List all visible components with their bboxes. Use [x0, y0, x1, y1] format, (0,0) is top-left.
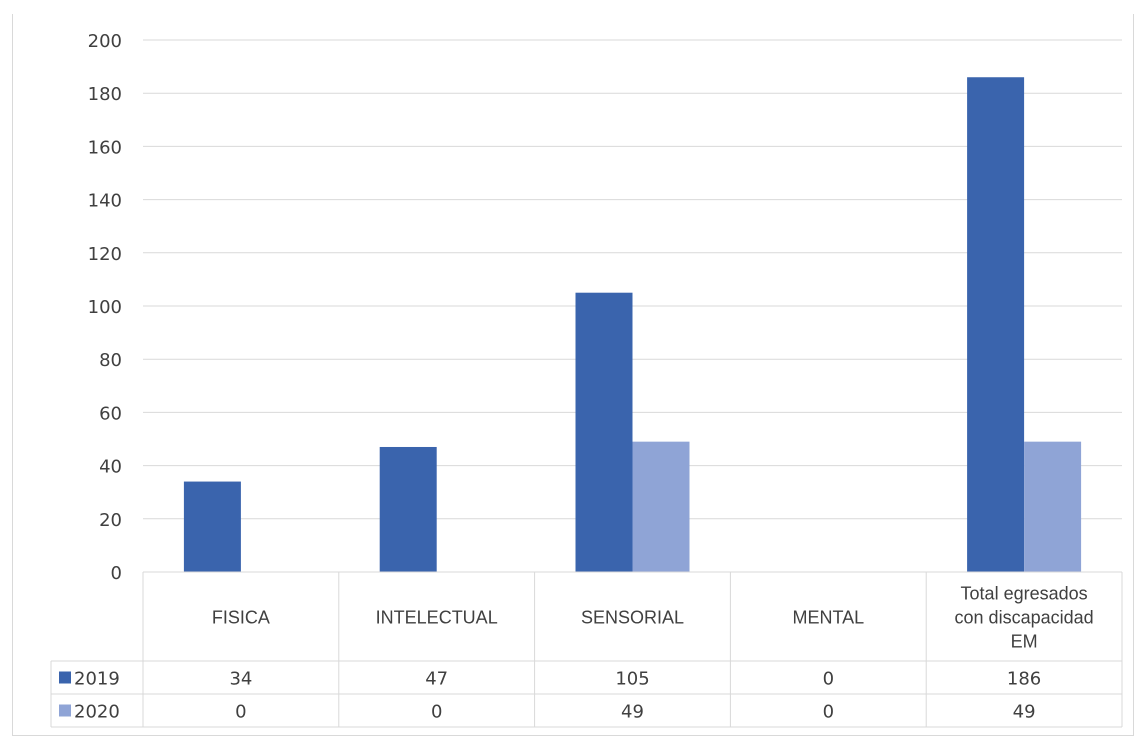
y-tick-label: 200 — [88, 31, 122, 52]
bar-2019-5 — [967, 77, 1025, 573]
data-table: FISICA INTELECTUAL SENSORIAL MENTAL Total eg… — [50, 571, 1123, 728]
y-tick-label: 80 — [99, 350, 122, 371]
category-label: INTELECTUAL — [376, 608, 498, 628]
table-cell-2019: 186 — [1007, 669, 1041, 690]
table-cell-2020: 0 — [431, 702, 442, 723]
y-tick-label: 20 — [99, 510, 122, 531]
table-cell-2019: 0 — [823, 669, 834, 690]
y-tick-label: 160 — [88, 137, 122, 158]
y-tick-label: 0 — [111, 563, 122, 584]
table-cell-2020: 49 — [621, 702, 644, 723]
chart-frame — [12, 14, 1134, 736]
table-cell-2020: 0 — [823, 702, 834, 723]
bars — [183, 77, 1082, 573]
table-cell-2019: 34 — [229, 669, 252, 690]
bar-2020-3 — [632, 441, 690, 572]
table-cell-2020: 0 — [235, 702, 246, 723]
bar-2019-2 — [379, 446, 437, 572]
y-tick-label: 100 — [88, 297, 122, 318]
legend-label-2019: 2019 — [74, 669, 120, 690]
category-label: Total egresados — [961, 584, 1088, 604]
table-cell-2019: 47 — [425, 669, 448, 690]
legend-key-2019 — [59, 671, 71, 684]
category-label: MENTAL — [792, 608, 864, 628]
y-tick-label: 140 — [88, 191, 122, 212]
category-label: EM — [1011, 632, 1038, 652]
y-tick-label: 120 — [88, 244, 122, 265]
legend-label-2020: 2020 — [74, 702, 120, 723]
y-tick-label: 40 — [99, 457, 122, 478]
table-cell-2020: 49 — [1013, 702, 1036, 723]
bar-2019-1 — [183, 481, 241, 572]
category-label: SENSORIAL — [581, 608, 684, 628]
y-axis-ticks: 0 20 40 60 80 100 120 140 160 180 200 — [88, 31, 122, 584]
legend-key-2020 — [59, 704, 71, 717]
y-tick-label: 180 — [88, 84, 122, 105]
category-label: con discapacidad — [955, 608, 1094, 628]
y-tick-label: 60 — [99, 403, 122, 424]
bar-2020-5 — [1024, 441, 1082, 572]
table-cell-2019: 105 — [615, 669, 649, 690]
category-label: FISICA — [212, 608, 270, 628]
bar-2019-3 — [575, 292, 633, 572]
